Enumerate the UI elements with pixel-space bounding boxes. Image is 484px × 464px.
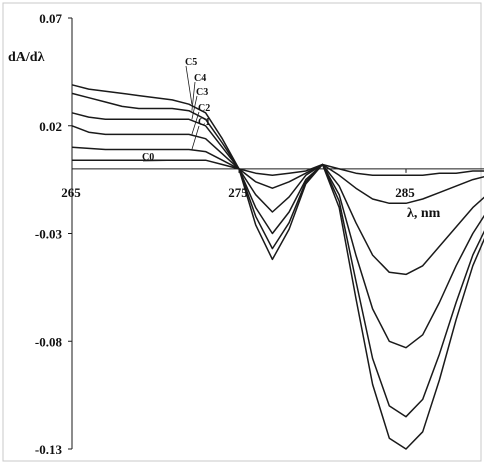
curve-label: C2 (198, 103, 210, 114)
leader-line (185, 65, 193, 105)
y-tick-label: 0.07 (39, 11, 62, 26)
axes-layer (68, 17, 484, 450)
curve-label: C1 (198, 117, 210, 128)
x-tick-label: 275 (228, 185, 248, 200)
series-layer (71, 65, 484, 450)
curve-label: C0 (142, 152, 154, 163)
y-tick-label: -0.03 (35, 227, 63, 242)
x-tick-label: 285 (395, 185, 415, 200)
x-axis-label: λ, nm (407, 206, 441, 221)
series-line-2 (71, 125, 484, 276)
y-tick-label: -0.13 (35, 442, 63, 457)
series-line-5 (71, 84, 484, 450)
leader-line (191, 81, 196, 111)
label-layer: dA/dλ λ, nm 0.07 0.02 -0.03 -0.08 -0.13 265 27… (8, 11, 441, 457)
y-axis-label: dA/dλ (8, 50, 45, 65)
series-line-1 (71, 146, 484, 205)
leader-line (191, 95, 198, 120)
series-line-3 (71, 112, 484, 349)
series-line-4 (71, 92, 484, 418)
curve-label: C4 (194, 73, 206, 84)
curve-label: C3 (196, 87, 208, 98)
curve-label: C5 (185, 57, 197, 68)
leader-line (142, 159, 192, 162)
series-line-0 (72, 159, 484, 177)
x-tick-label: 265 (61, 185, 81, 200)
leader-line (191, 125, 200, 150)
y-tick-label: 0.02 (39, 119, 62, 134)
leader-line (191, 111, 200, 135)
y-tick-label: -0.08 (35, 334, 63, 349)
